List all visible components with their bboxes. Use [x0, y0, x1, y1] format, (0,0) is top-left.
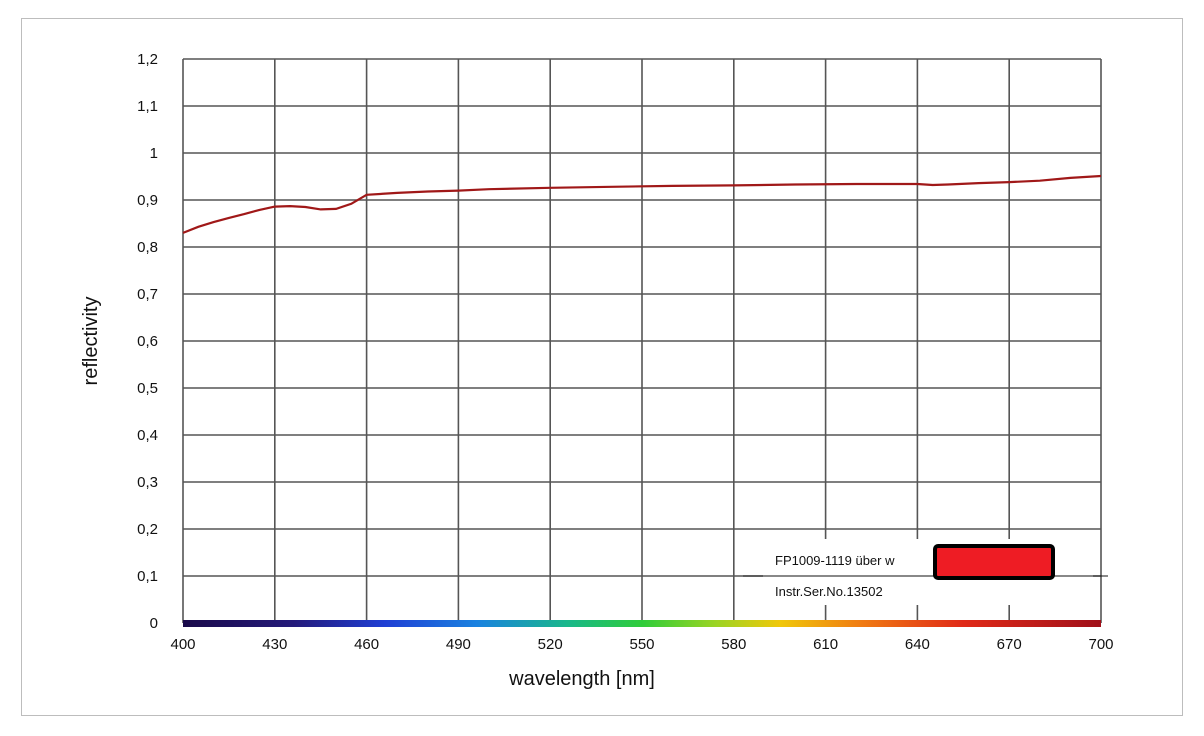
x-tick-label: 460 — [354, 636, 379, 653]
y-axis-ticks: 0 0,1 0,2 0,3 0,4 0,5 0,6 0,7 0,8 0,9 1 1,1 1,2 — [137, 51, 158, 632]
x-tick-label: 550 — [629, 636, 654, 653]
chart-frame: 0 0,1 0,2 0,3 0,4 0,5 0,6 0,7 0,8 0,9 1 1,1 1,2 400 4… — [21, 18, 1183, 716]
y-tick-label: 0,7 — [137, 286, 158, 303]
x-tick-label: 520 — [538, 636, 563, 653]
y-tick-label: 1,1 — [137, 98, 158, 115]
x-tick-label: 640 — [905, 636, 930, 653]
x-tick-label: 490 — [446, 636, 471, 653]
legend: FP1009-1119 über w Instr.Ser.No.13502 — [743, 539, 1108, 605]
y-tick-label: 0 — [150, 615, 158, 632]
y-tick-label: 0,9 — [137, 192, 158, 209]
spectrum-bar — [183, 620, 1101, 627]
x-axis-label: wavelength [nm] — [508, 668, 655, 690]
grid — [182, 58, 1102, 624]
x-tick-label: 700 — [1088, 636, 1113, 653]
y-tick-label: 0,6 — [137, 333, 158, 350]
x-tick-label: 400 — [170, 636, 195, 653]
y-tick-label: 1,2 — [137, 51, 158, 68]
legend-swatch — [933, 544, 1055, 580]
x-axis-ticks: 400 430 460 490 520 550 580 610 640 670 700 — [170, 636, 1113, 653]
x-tick-label: 430 — [262, 636, 287, 653]
y-axis-label: reflectivity — [80, 297, 102, 386]
y-tick-label: 0,1 — [137, 568, 158, 585]
y-tick-label: 0,2 — [137, 521, 158, 538]
legend-entry-label: FP1009-1119 über w — [775, 553, 895, 568]
x-tick-label: 670 — [997, 636, 1022, 653]
series-line — [182, 174, 1102, 234]
y-tick-label: 0,3 — [137, 474, 158, 491]
y-tick-label: 1 — [150, 145, 158, 162]
x-tick-label: 610 — [813, 636, 838, 653]
y-tick-label: 0,4 — [137, 427, 158, 444]
x-tick-label: 580 — [721, 636, 746, 653]
y-tick-label: 0,8 — [137, 239, 158, 256]
legend-instrument-label: Instr.Ser.No.13502 — [775, 584, 883, 599]
y-tick-label: 0,5 — [137, 380, 158, 397]
reflectivity-chart: 00,10,20,30,40,50,60,70,80,911,11,2 400 4… — [80, 51, 1114, 690]
